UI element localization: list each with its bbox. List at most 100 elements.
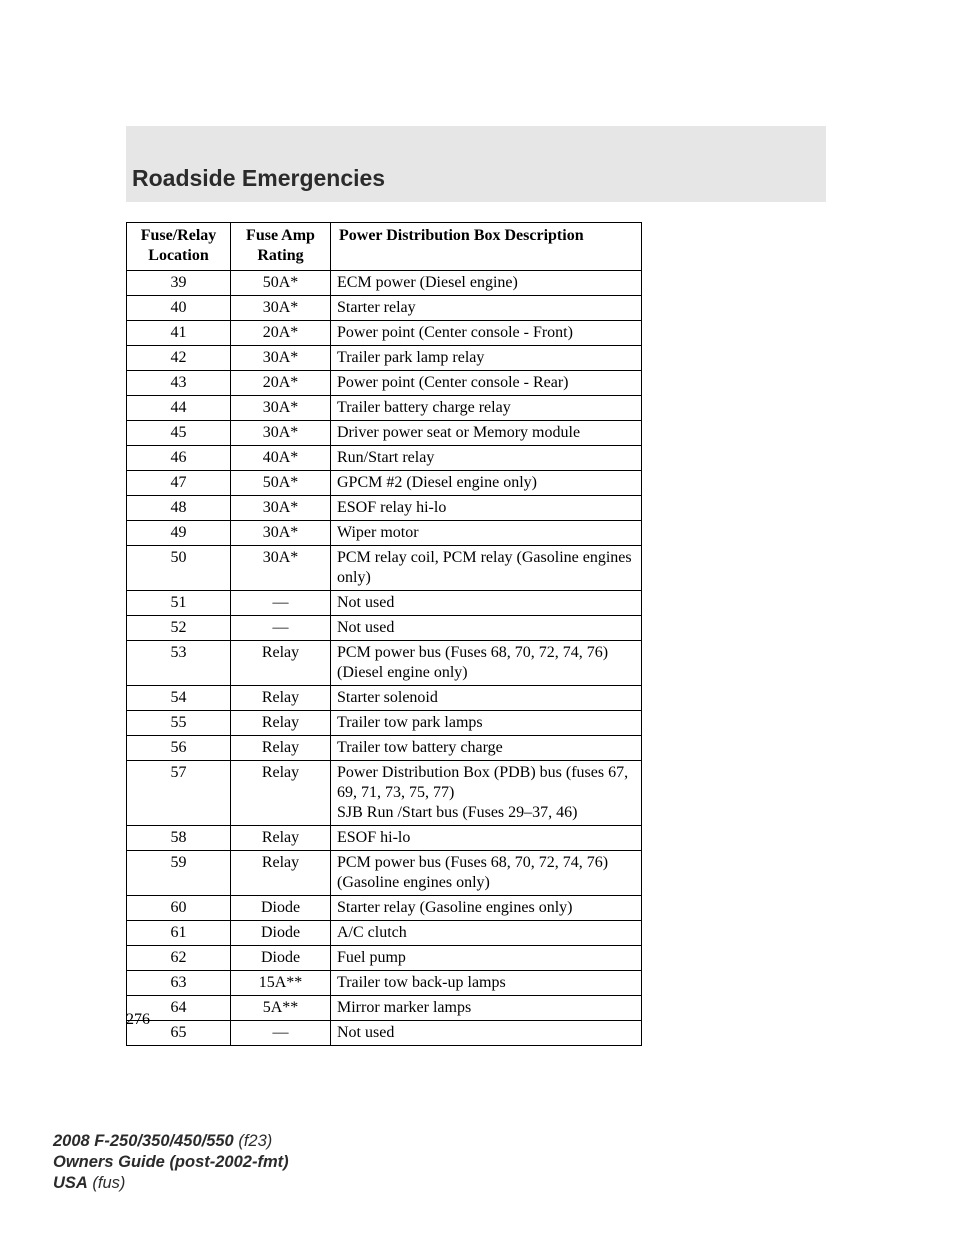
cell-location: 49 xyxy=(127,521,231,546)
col-header-rating: Fuse Amp Rating xyxy=(231,223,331,271)
cell-rating: Diode xyxy=(231,896,331,921)
cell-rating: — xyxy=(231,616,331,641)
cell-description: Starter relay xyxy=(331,296,642,321)
cell-rating: 30A* xyxy=(231,296,331,321)
footer-region-code: (fus) xyxy=(88,1174,126,1192)
cell-location: 39 xyxy=(127,271,231,296)
cell-location: 50 xyxy=(127,546,231,591)
cell-description: Trailer tow park lamps xyxy=(331,711,642,736)
cell-description: Power Distribution Box (PDB) bus (fuses … xyxy=(331,761,642,826)
table-row: 57RelayPower Distribution Box (PDB) bus … xyxy=(127,761,642,826)
table-row: 53RelayPCM power bus (Fuses 68, 70, 72, … xyxy=(127,641,642,686)
table-row: 5030A*PCM relay coil, PCM relay (Gasolin… xyxy=(127,546,642,591)
table-row: 4930A*Wiper motor xyxy=(127,521,642,546)
table-row: 61DiodeA/C clutch xyxy=(127,921,642,946)
cell-description: Trailer tow battery charge xyxy=(331,736,642,761)
cell-rating: 30A* xyxy=(231,421,331,446)
cell-location: 48 xyxy=(127,496,231,521)
table-row: 51—Not used xyxy=(127,591,642,616)
table-row: 56RelayTrailer tow battery charge xyxy=(127,736,642,761)
cell-rating: 20A* xyxy=(231,371,331,396)
cell-description: ESOF relay hi-lo xyxy=(331,496,642,521)
table-header-row: Fuse/Relay Location Fuse Amp Rating Powe… xyxy=(127,223,642,271)
fuse-relay-table: Fuse/Relay Location Fuse Amp Rating Powe… xyxy=(126,222,642,1046)
cell-location: 54 xyxy=(127,686,231,711)
table-row: 4750A*GPCM #2 (Diesel engine only) xyxy=(127,471,642,496)
col-header-location: Fuse/Relay Location xyxy=(127,223,231,271)
table-row: 62DiodeFuel pump xyxy=(127,946,642,971)
cell-rating: 30A* xyxy=(231,396,331,421)
cell-rating: 30A* xyxy=(231,546,331,591)
cell-rating: — xyxy=(231,591,331,616)
document-footer: 2008 F-250/350/450/550 (f23) Owners Guid… xyxy=(53,1131,289,1194)
cell-description: Not used xyxy=(331,591,642,616)
cell-rating: Relay xyxy=(231,711,331,736)
fuse-table-container: Fuse/Relay Location Fuse Amp Rating Powe… xyxy=(126,222,641,1046)
table-row: 54RelayStarter solenoid xyxy=(127,686,642,711)
cell-rating: 20A* xyxy=(231,321,331,346)
cell-rating: Diode xyxy=(231,946,331,971)
cell-rating: Relay xyxy=(231,851,331,896)
cell-location: 51 xyxy=(127,591,231,616)
table-row: 3950A*ECM power (Diesel engine) xyxy=(127,271,642,296)
footer-code: (f23) xyxy=(234,1132,273,1150)
footer-line-1: 2008 F-250/350/450/550 (f23) xyxy=(53,1131,289,1152)
cell-location: 47 xyxy=(127,471,231,496)
col-header-description: Power Distribution Box Description xyxy=(331,223,642,271)
cell-description: PCM power bus (Fuses 68, 70, 72, 74, 76)… xyxy=(331,641,642,686)
table-row: 4320A*Power point (Center console - Rear… xyxy=(127,371,642,396)
cell-description: Mirror marker lamps xyxy=(331,996,642,1021)
cell-rating: 50A* xyxy=(231,471,331,496)
cell-description: PCM relay coil, PCM relay (Gasoline engi… xyxy=(331,546,642,591)
table-row: 4530A*Driver power seat or Memory module xyxy=(127,421,642,446)
cell-location: 44 xyxy=(127,396,231,421)
cell-description: Trailer tow back-up lamps xyxy=(331,971,642,996)
cell-description: Not used xyxy=(331,616,642,641)
cell-rating: 15A** xyxy=(231,971,331,996)
table-row: 59RelayPCM power bus (Fuses 68, 70, 72, … xyxy=(127,851,642,896)
footer-line-3: USA (fus) xyxy=(53,1173,289,1194)
cell-description: Trailer park lamp relay xyxy=(331,346,642,371)
cell-description: Starter solenoid xyxy=(331,686,642,711)
cell-description: Fuel pump xyxy=(331,946,642,971)
cell-location: 57 xyxy=(127,761,231,826)
table-row: 60DiodeStarter relay (Gasoline engines o… xyxy=(127,896,642,921)
cell-location: 52 xyxy=(127,616,231,641)
cell-location: 59 xyxy=(127,851,231,896)
cell-rating: Relay xyxy=(231,736,331,761)
col-header-text: Fuse Amp xyxy=(246,227,315,244)
col-header-text: Location xyxy=(148,247,208,264)
cell-description: Driver power seat or Memory module xyxy=(331,421,642,446)
cell-description: ECM power (Diesel engine) xyxy=(331,271,642,296)
section-header-band: Roadside Emergencies xyxy=(126,126,826,202)
table-row: 58RelayESOF hi-lo xyxy=(127,826,642,851)
cell-description: Wiper motor xyxy=(331,521,642,546)
cell-location: 40 xyxy=(127,296,231,321)
cell-description: Power point (Center console - Front) xyxy=(331,321,642,346)
cell-rating: Relay xyxy=(231,761,331,826)
cell-description: Run/Start relay xyxy=(331,446,642,471)
cell-location: 46 xyxy=(127,446,231,471)
table-row: 4640A*Run/Start relay xyxy=(127,446,642,471)
section-title: Roadside Emergencies xyxy=(132,165,385,192)
footer-model: 2008 F-250/350/450/550 xyxy=(53,1132,234,1150)
cell-rating: 40A* xyxy=(231,446,331,471)
cell-description: A/C clutch xyxy=(331,921,642,946)
cell-description: Trailer battery charge relay xyxy=(331,396,642,421)
cell-location: 41 xyxy=(127,321,231,346)
col-header-text: Rating xyxy=(257,247,303,264)
cell-location: 55 xyxy=(127,711,231,736)
cell-rating: 30A* xyxy=(231,496,331,521)
cell-description: Power point (Center console - Rear) xyxy=(331,371,642,396)
cell-location: 58 xyxy=(127,826,231,851)
cell-rating: — xyxy=(231,1021,331,1046)
cell-location: 53 xyxy=(127,641,231,686)
cell-location: 56 xyxy=(127,736,231,761)
table-row: 52—Not used xyxy=(127,616,642,641)
table-body: 3950A*ECM power (Diesel engine)4030A*Sta… xyxy=(127,271,642,1046)
col-header-text: Power Distribution Box Description xyxy=(339,227,584,244)
cell-rating: 5A** xyxy=(231,996,331,1021)
cell-description: GPCM #2 (Diesel engine only) xyxy=(331,471,642,496)
table-row: 4830A*ESOF relay hi-lo xyxy=(127,496,642,521)
cell-description: ESOF hi-lo xyxy=(331,826,642,851)
